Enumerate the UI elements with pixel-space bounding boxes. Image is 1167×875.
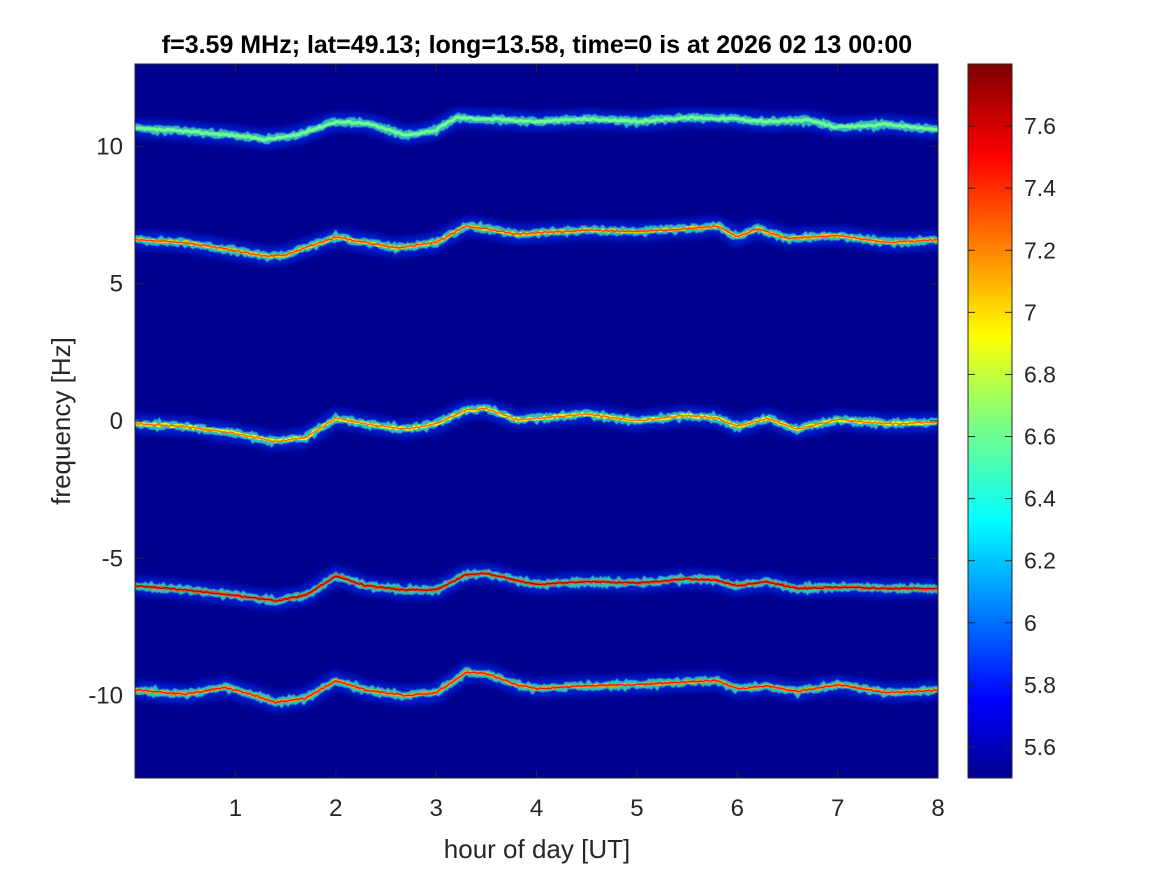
x-tick-label: 1 xyxy=(229,795,242,822)
y-tick-label: -5 xyxy=(102,545,123,572)
colorbar-tick-label: 6.2 xyxy=(1024,548,1056,574)
colorbar-tick-label: 7.6 xyxy=(1024,113,1056,139)
y-tick-label: 5 xyxy=(110,271,123,298)
x-tick-label: 6 xyxy=(731,795,744,822)
chart-title: f=3.59 MHz; lat=49.13; long=13.58, time=… xyxy=(162,31,912,59)
colorbar-ticks: 7.6 7.4 7.2 7 6.8 6.6 6.4 6.2 6 5.8 5.6 xyxy=(968,113,1056,760)
y-tick-label: -10 xyxy=(88,683,123,710)
spectral-traces xyxy=(135,107,938,714)
x-tick-label: 8 xyxy=(931,795,944,822)
y-axis-ticks: 10 5 0 -5 -10 xyxy=(88,133,938,710)
colorbar-tick-label: 7 xyxy=(1024,299,1037,325)
trace-core xyxy=(135,407,938,443)
trace-band xyxy=(135,216,938,267)
trace-core xyxy=(135,116,938,141)
y-axis-label: frequency [Hz] xyxy=(46,337,76,505)
y-tick-label: 0 xyxy=(110,408,123,435)
x-axis-ticks: 1 2 3 4 5 6 7 8 xyxy=(229,64,945,822)
y-tick-label: 10 xyxy=(96,133,123,160)
trace-core xyxy=(135,671,938,704)
trace-band xyxy=(135,398,938,451)
colorbar-tick-label: 6.6 xyxy=(1024,424,1056,450)
x-tick-label: 2 xyxy=(329,795,342,822)
colorbar-tick-label: 5.8 xyxy=(1024,672,1056,698)
trace-band xyxy=(135,107,938,150)
x-tick-label: 7 xyxy=(831,795,844,822)
x-axis-label: hour of day [UT] xyxy=(444,834,630,864)
colorbar-tick-label: 6.4 xyxy=(1024,486,1056,512)
trace-core xyxy=(135,572,938,603)
colorbar-tick-label: 6 xyxy=(1024,610,1037,636)
colorbar-tick-label: 7.4 xyxy=(1024,175,1056,201)
x-tick-label: 4 xyxy=(530,795,543,822)
colorbar-tick-label: 7.2 xyxy=(1024,237,1056,263)
colorbar xyxy=(967,63,1013,779)
colorbar-tick-label: 6.8 xyxy=(1024,361,1056,387)
colorbar-tick-label: 5.6 xyxy=(1024,734,1056,760)
x-tick-label: 3 xyxy=(429,795,442,822)
trace-core xyxy=(135,224,938,258)
trace-band xyxy=(135,660,938,714)
trace-band xyxy=(135,563,938,611)
x-tick-label: 5 xyxy=(630,795,643,822)
